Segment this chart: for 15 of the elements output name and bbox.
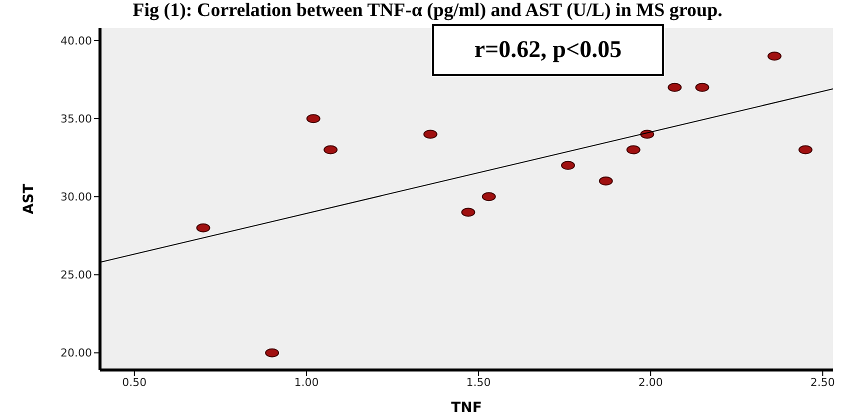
y-tick-label: 25.00 xyxy=(60,268,92,282)
y-tick-label: 35.00 xyxy=(60,112,92,126)
y-tick-label: 20.00 xyxy=(60,346,92,360)
y-axis-title: AST xyxy=(20,183,37,214)
chart-title: Fig (1): Correlation between TNF-α (pg/ml) and AST (U/L) in MS group. xyxy=(132,0,724,22)
x-axis-title: TNF xyxy=(451,400,482,416)
x-tick-label: 2.50 xyxy=(810,376,835,389)
x-tick-label: 1.50 xyxy=(466,376,491,389)
y-tick-label: 30.00 xyxy=(60,190,92,204)
x-tick-label: 2.00 xyxy=(638,376,663,389)
x-tick-label: 1.00 xyxy=(294,376,319,389)
y-tick-label: 40.00 xyxy=(60,34,92,48)
text-frame: r=0.62, p<0.05 xyxy=(432,24,664,76)
x-tick-label: 0.50 xyxy=(122,376,147,389)
annotation: r=0.62, p<0.05 xyxy=(474,36,622,64)
